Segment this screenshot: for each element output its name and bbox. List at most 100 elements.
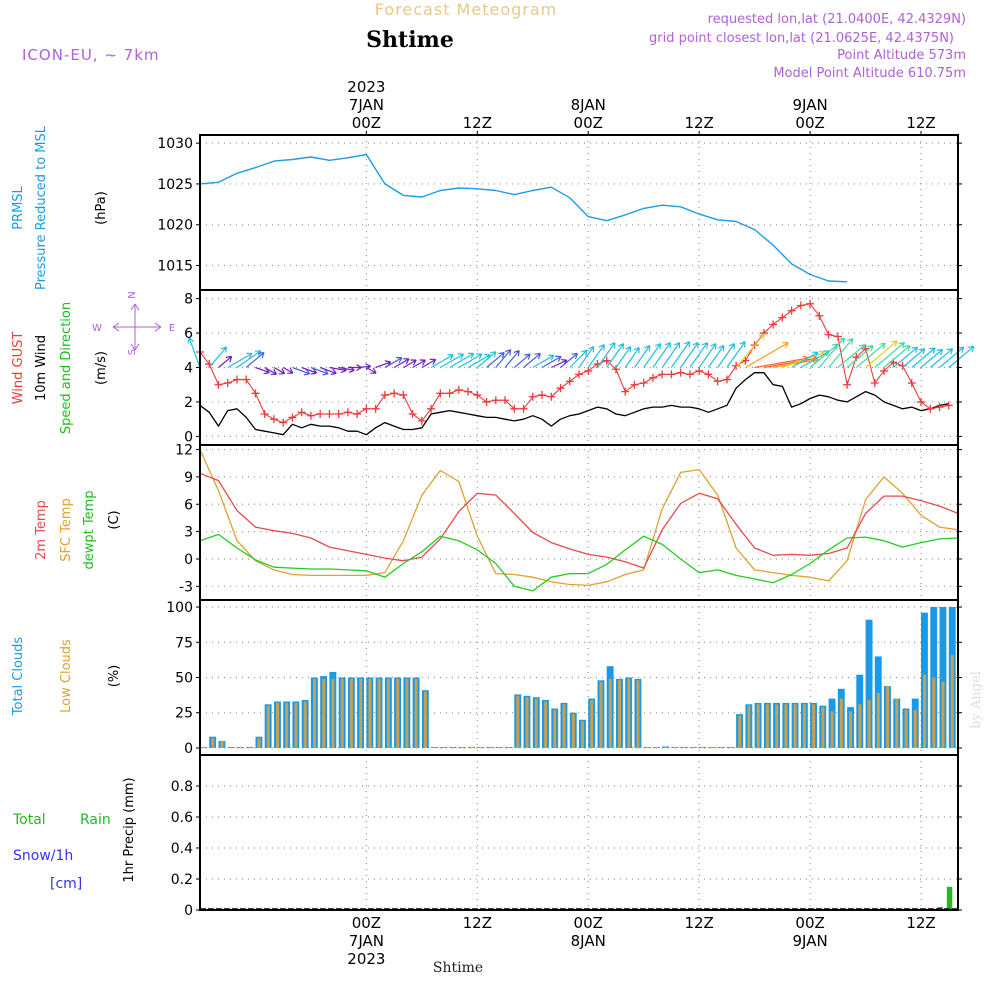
wind-arrow-icon <box>430 354 454 369</box>
wind-arrow-icon <box>319 366 337 376</box>
low-cloud-bar <box>636 680 640 748</box>
compass-arrows-icon <box>112 303 162 351</box>
total-cloud-bar <box>930 607 938 748</box>
low-cloud-bar <box>858 704 862 748</box>
precip-ytick-label: 0.2 <box>171 872 193 888</box>
pressure-label-prmsl: PRMSL <box>11 185 26 229</box>
low-cloud-bar <box>645 747 649 748</box>
temp-ytick-label: 6 <box>184 497 193 513</box>
low-cloud-bar <box>728 747 732 748</box>
low-cloud-bar <box>719 747 723 748</box>
wind-arrow-icon <box>384 357 403 369</box>
gust-marker <box>510 404 519 413</box>
temp-ytick-label: 12 <box>175 443 193 459</box>
gust-marker <box>806 299 815 308</box>
low-cloud-bar <box>313 678 316 748</box>
gust-marker <box>732 361 741 370</box>
low-cloud-bar <box>257 738 261 748</box>
top-time-label: 7JAN <box>349 96 384 114</box>
gust-marker <box>547 392 556 401</box>
low-cloud-bar <box>405 678 409 748</box>
wind-arrow-icon <box>476 351 497 368</box>
wind-arrow-icon <box>495 349 512 368</box>
gust-marker <box>214 380 223 389</box>
gust-marker <box>944 401 953 410</box>
low-cloud-bar <box>821 707 825 748</box>
wind-arrow-icon <box>375 360 392 369</box>
low-cloud-bar <box>340 678 344 748</box>
gust-marker <box>501 396 510 405</box>
bottom-time-label: 9JAN <box>793 932 828 950</box>
precip-cm-label: [cm] <box>50 876 82 892</box>
bottom-time-label: 12Z <box>463 914 492 932</box>
low-cloud-bar <box>396 678 400 748</box>
wind-arrow-icon <box>624 346 640 368</box>
low-cloud-bar <box>581 721 584 748</box>
wind-arrow-icon <box>403 359 417 369</box>
wind-arrow-icon <box>726 341 746 368</box>
low-cloud-bar <box>239 747 242 748</box>
top-title: Forecast Meteogram <box>375 0 557 19</box>
wind-arrow-icon <box>578 345 595 368</box>
gust-marker <box>316 410 325 418</box>
top-time-label: 9JAN <box>793 96 828 114</box>
bottom-time-label: 2023 <box>347 950 385 968</box>
gust-marker <box>519 404 528 413</box>
low-cloud-bar <box>904 709 908 748</box>
gust-marker <box>528 392 537 401</box>
gust-marker <box>630 380 639 389</box>
compass-w: W <box>92 323 102 334</box>
wind-arrow-icon <box>218 355 233 368</box>
gust-marker <box>667 370 676 379</box>
wind-arrow-icon <box>735 333 765 368</box>
gust-marker <box>306 411 315 420</box>
low-cloud-bar <box>886 686 890 748</box>
temp-ytick-label: 3 <box>184 525 193 541</box>
wind-arrow-icon <box>948 345 975 368</box>
gust-marker <box>741 356 750 365</box>
top-time-label: 12Z <box>684 114 713 132</box>
top-time-label: 00Z <box>352 114 381 132</box>
low-cloud-bar <box>359 678 363 748</box>
bottom-caption: Shtime <box>433 960 483 976</box>
gust-marker <box>473 391 482 400</box>
temp-ytick-label: 0 <box>184 552 193 568</box>
gust-marker <box>695 366 704 375</box>
low-cloud-bar <box>349 678 353 748</box>
wind-label: 10m Wind <box>34 335 49 401</box>
gust-marker <box>242 375 251 384</box>
compass-e: E <box>169 323 175 334</box>
low-cloud-bar <box>756 704 760 748</box>
low-cloud-bar <box>488 747 492 748</box>
wind-arrow-icon <box>818 337 845 368</box>
bottom-time-label: 00Z <box>352 914 381 932</box>
wind-arrow-icon <box>745 342 789 369</box>
low-clouds-label: Low Clouds <box>59 639 74 713</box>
pressure-ytick-label: 1015 <box>157 259 193 275</box>
precip-rain-label: Rain <box>80 812 111 828</box>
wind-arrow-icon <box>264 366 278 375</box>
wind-arrow-icon <box>486 352 505 368</box>
wind-arrow-icon <box>282 366 294 374</box>
low-cloud-bar <box>599 681 603 748</box>
wind-arrow-icon <box>504 350 520 368</box>
gust-marker <box>390 389 399 398</box>
low-cloud-bar <box>460 747 464 748</box>
wind-arrow-icon <box>606 343 625 368</box>
low-cloud-bar <box>682 747 686 748</box>
wind-ytick-label: 4 <box>184 361 193 377</box>
wind-arrow-icon <box>587 344 605 368</box>
gust-line <box>199 303 949 424</box>
low-cloud-bar <box>331 678 335 748</box>
gridpoint-coords: grid point closest lon,lat (21.0625E, 42… <box>649 31 954 46</box>
wind-arrow-icon <box>597 342 616 368</box>
low-cloud-bar <box>830 711 834 748</box>
precip-ytick-label: 0 <box>184 903 193 919</box>
low-cloud-bar <box>266 705 270 748</box>
gust-marker <box>658 370 667 379</box>
wind-ytick-label: 2 <box>184 395 193 411</box>
gust-marker <box>778 313 787 322</box>
low-cloud-bar <box>941 681 945 748</box>
gust-marker <box>685 370 694 379</box>
wind-arrow-icon <box>513 353 531 368</box>
